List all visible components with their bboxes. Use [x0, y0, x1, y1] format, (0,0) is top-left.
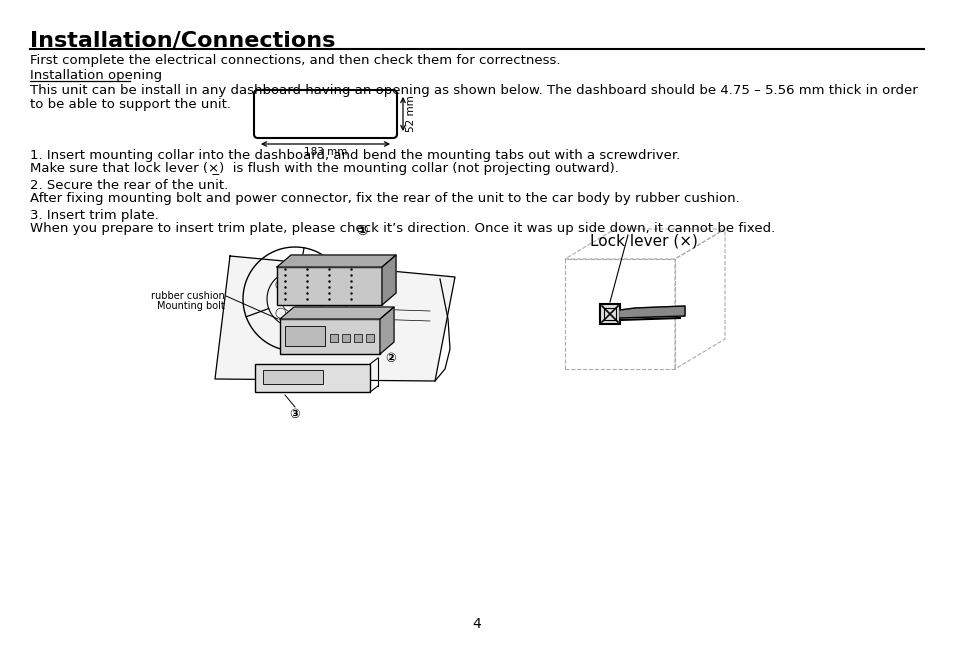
- Bar: [366, 334, 374, 342]
- Text: Lock lever (×): Lock lever (×): [589, 234, 698, 249]
- Polygon shape: [276, 255, 395, 267]
- Polygon shape: [381, 255, 395, 305]
- Text: 183 mm: 183 mm: [303, 147, 347, 157]
- Polygon shape: [619, 306, 684, 318]
- FancyBboxPatch shape: [253, 90, 396, 138]
- Bar: [254, 364, 370, 392]
- Text: ③: ③: [290, 408, 300, 421]
- Text: 2. Secure the rear of the unit.: 2. Secure the rear of the unit.: [30, 179, 228, 192]
- Text: ①: ①: [355, 224, 368, 238]
- Text: Make sure that lock lever (×̲)  is flush with the mounting collar (not projectin: Make sure that lock lever (×̲) is flush …: [30, 162, 618, 175]
- Bar: [330, 334, 337, 342]
- Text: 3. Insert trim plate.: 3. Insert trim plate.: [30, 209, 159, 222]
- Text: When you prepare to insert trim plate, please check it’s direction. Once it was : When you prepare to insert trim plate, p…: [30, 222, 775, 235]
- Text: 52 mm: 52 mm: [406, 95, 416, 132]
- Polygon shape: [214, 256, 455, 381]
- Text: to be able to support the unit.: to be able to support the unit.: [30, 98, 231, 111]
- Text: 4: 4: [472, 617, 481, 631]
- Bar: [263, 370, 323, 384]
- Text: Installation opening: Installation opening: [30, 69, 162, 82]
- Text: First complete the electrical connections, and then check them for correctness.: First complete the electrical connection…: [30, 54, 560, 67]
- Polygon shape: [379, 307, 394, 354]
- Text: Mounting bolt: Mounting bolt: [157, 301, 225, 311]
- Text: rubber cushion: rubber cushion: [152, 291, 225, 301]
- Bar: [276, 267, 381, 305]
- Text: This unit can be install in any dashboard having an opening as shown below. The : This unit can be install in any dashboar…: [30, 84, 917, 97]
- Text: ②: ②: [385, 352, 395, 365]
- Bar: [354, 334, 361, 342]
- Text: After fixing mounting bolt and power connector, fix the rear of the unit to the : After fixing mounting bolt and power con…: [30, 192, 739, 205]
- Bar: [341, 334, 350, 342]
- Text: Installation/Connections: Installation/Connections: [30, 31, 335, 51]
- Bar: [599, 304, 619, 324]
- Polygon shape: [280, 307, 394, 319]
- Bar: [280, 319, 379, 354]
- Bar: [285, 326, 325, 346]
- Bar: [603, 308, 616, 320]
- Text: 1. Insert mounting collar into the dashboard, and bend the mounting tabs out wit: 1. Insert mounting collar into the dashb…: [30, 149, 679, 162]
